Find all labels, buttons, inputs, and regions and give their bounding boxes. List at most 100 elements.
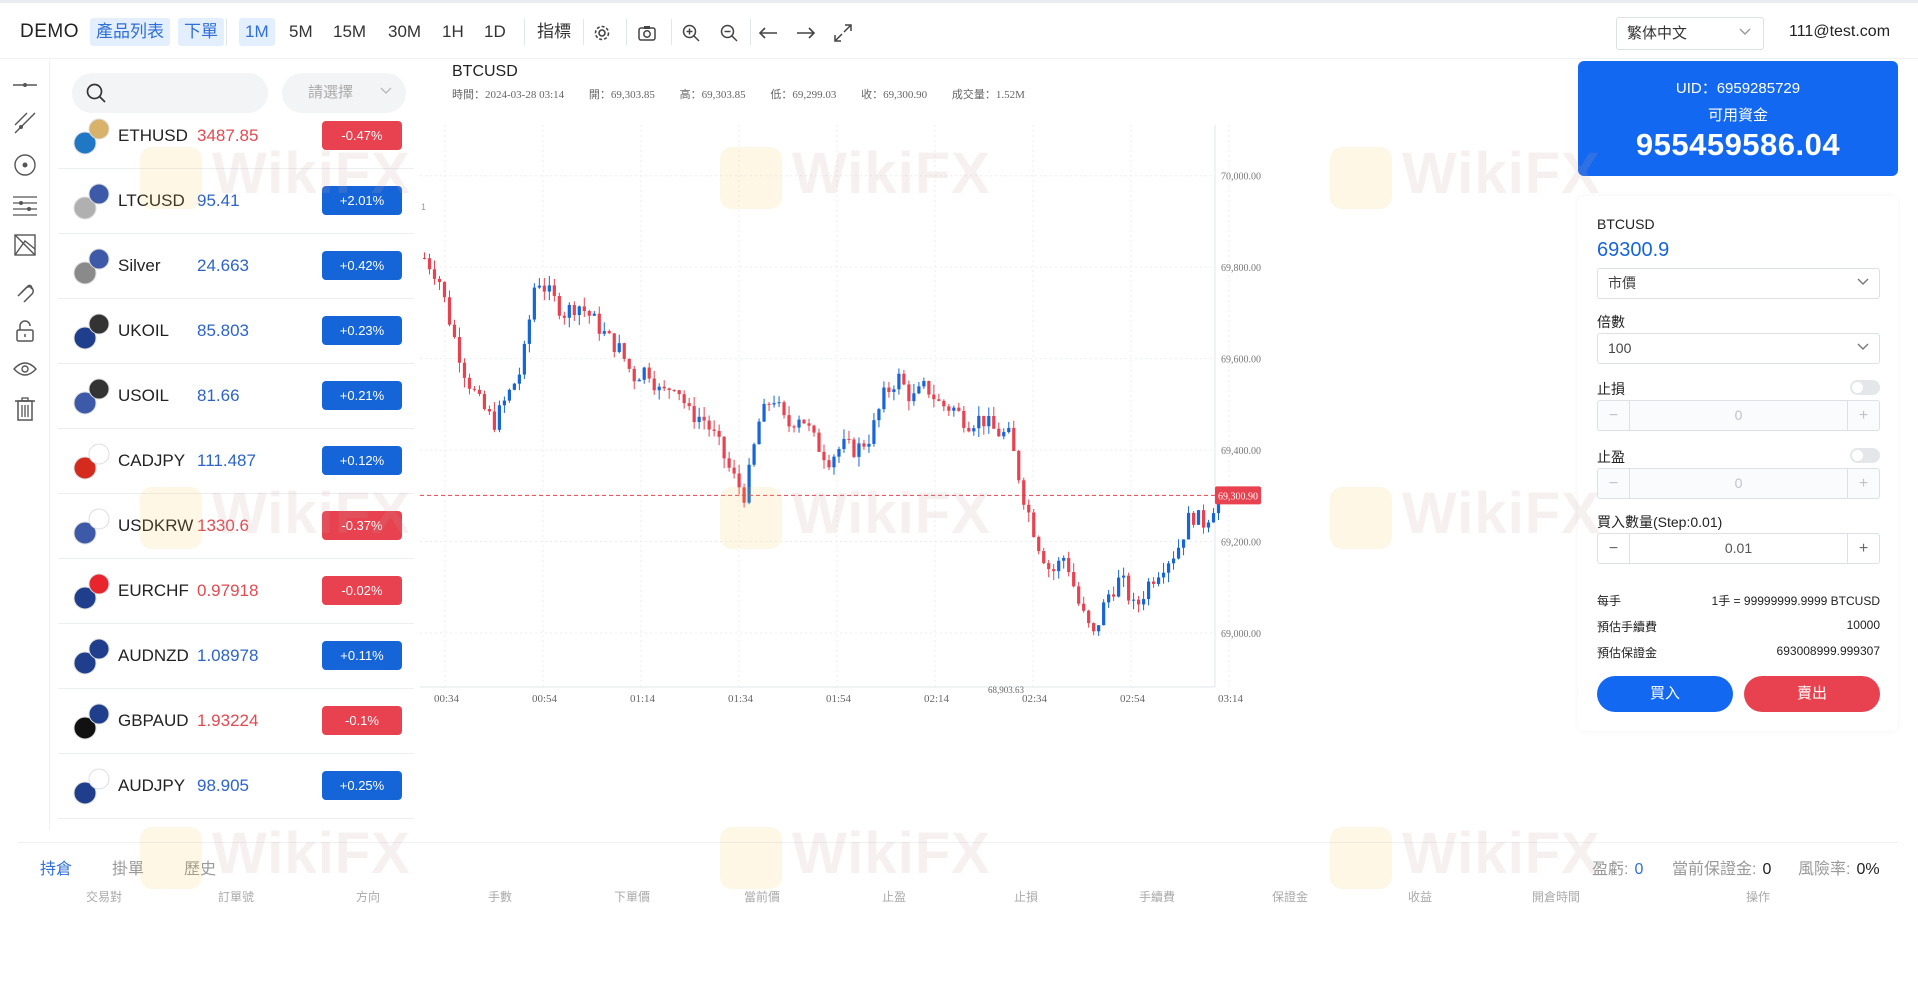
candle-body <box>542 285 546 292</box>
pattern-icon[interactable] <box>12 232 38 258</box>
col-open-time: 開倉時間 <box>1532 890 1581 904</box>
timeframe-15m[interactable]: 15M <box>333 22 367 41</box>
search-input[interactable] <box>116 73 256 113</box>
candle-body <box>497 405 502 430</box>
change-badge[interactable]: -0.37% <box>322 511 402 540</box>
product-row[interactable] <box>58 819 414 830</box>
x-axis-label: 03:14 <box>1218 693 1244 705</box>
tab-history[interactable]: 歷史 <box>184 861 217 878</box>
stop-loss-value[interactable]: 0 <box>1734 407 1743 423</box>
change-badge[interactable]: -0.47% <box>322 121 402 150</box>
stop-loss-minus[interactable]: − <box>1598 401 1630 430</box>
category-select[interactable]: 請選擇 <box>282 73 406 113</box>
product-row[interactable]: EURCHF 0.97918 -0.02% <box>58 559 414 624</box>
lock-icon[interactable] <box>12 318 38 344</box>
camera-icon[interactable] <box>636 22 658 44</box>
search-box[interactable] <box>72 73 268 113</box>
take-profit-stepper[interactable]: − 0 + <box>1597 468 1880 499</box>
stop-loss-stepper[interactable]: − 0 + <box>1597 400 1880 431</box>
trend-line-icon[interactable] <box>12 110 38 136</box>
timeframe-1d[interactable]: 1D <box>484 22 506 41</box>
take-profit-plus[interactable]: + <box>1847 469 1879 498</box>
product-symbol: EURCHF <box>118 581 189 600</box>
candle-body <box>812 425 816 433</box>
col-current-price: 當前價 <box>744 890 781 904</box>
candle-body <box>962 410 966 428</box>
quantity-minus[interactable]: − <box>1598 534 1630 563</box>
change-badge[interactable]: +0.42% <box>322 251 402 280</box>
change-badge[interactable]: +0.12% <box>322 446 402 475</box>
candle-body <box>1037 536 1041 552</box>
stop-loss-plus[interactable]: + <box>1847 401 1879 430</box>
change-badge[interactable]: +2.01% <box>322 186 402 215</box>
product-row[interactable]: AUDNZD 1.08978 +0.11% <box>58 624 414 689</box>
product-row[interactable]: CADJPY 111.487 +0.12% <box>58 429 414 494</box>
change-badge[interactable]: +0.25% <box>322 771 402 800</box>
product-price: 95.41 <box>197 191 240 210</box>
language-select[interactable]: 繁体中文 <box>1616 17 1764 50</box>
order-type-select[interactable]: 市價 <box>1597 268 1880 299</box>
arrow-left-icon[interactable] <box>757 22 779 44</box>
zoom-out-icon[interactable] <box>718 22 740 44</box>
magnet-icon[interactable] <box>12 280 38 306</box>
x-axis-label: 02:34 <box>1022 693 1048 705</box>
candle-body <box>947 406 951 411</box>
eye-icon[interactable] <box>12 356 38 382</box>
quantity-value[interactable]: 0.01 <box>1724 540 1753 556</box>
arrow-right-icon[interactable] <box>795 22 817 44</box>
col-pair: 交易對 <box>86 890 123 904</box>
quantity-stepper[interactable]: − 0.01 + <box>1597 533 1880 564</box>
user-email[interactable]: 111@test.com <box>1789 23 1891 40</box>
timeframe-1h[interactable]: 1H <box>442 22 464 41</box>
leverage-select[interactable]: 100 <box>1597 333 1880 364</box>
take-profit-value[interactable]: 0 <box>1734 475 1743 491</box>
change-badge[interactable]: -0.02% <box>322 576 402 605</box>
gear-icon[interactable] <box>591 22 613 44</box>
candle-body <box>552 285 556 296</box>
fib-lines-icon[interactable] <box>12 192 38 218</box>
timeframe-5m[interactable]: 5M <box>289 22 313 41</box>
zoom-in-icon[interactable] <box>680 22 702 44</box>
product-row[interactable]: Silver 24.663 +0.42% <box>58 234 414 299</box>
buy-button[interactable]: 買入 <box>1597 676 1733 712</box>
order-menu-button[interactable]: 下單 <box>178 18 224 46</box>
candle-body <box>1092 623 1096 632</box>
candle-body <box>612 333 616 352</box>
product-row[interactable]: ETHUSD 3487.85 -0.47% <box>58 104 414 169</box>
candle-body <box>732 467 736 474</box>
product-row[interactable]: USDKRW 1330.6 -0.37% <box>58 494 414 559</box>
timeframe-1m[interactable]: 1M <box>239 18 275 46</box>
stop-loss-toggle[interactable] <box>1850 380 1880 395</box>
take-profit-minus[interactable]: − <box>1598 469 1630 498</box>
change-badge[interactable]: +0.23% <box>322 316 402 345</box>
indicators-button[interactable]: 指標 <box>537 22 571 41</box>
product-row[interactable]: USOIL 81.66 +0.21% <box>58 364 414 429</box>
horizontal-line-icon[interactable] <box>12 72 38 98</box>
candle-body <box>1132 599 1136 601</box>
order-type-value: 市價 <box>1608 275 1636 291</box>
change-badge[interactable]: -0.1% <box>322 706 402 735</box>
change-badge[interactable]: +0.11% <box>322 641 402 670</box>
candle-body <box>1201 510 1206 528</box>
change-badge[interactable]: +0.21% <box>322 381 402 410</box>
product-row[interactable]: UKOIL 85.803 +0.23% <box>58 299 414 364</box>
tab-pending[interactable]: 掛單 <box>112 861 145 878</box>
products-menu-button[interactable]: 產品列表 <box>90 18 170 46</box>
product-row[interactable]: AUDJPY 98.905 +0.25% <box>58 754 414 819</box>
take-profit-toggle[interactable] <box>1850 448 1880 463</box>
tab-positions[interactable]: 持倉 <box>40 861 73 878</box>
timeframe-30m[interactable]: 30M <box>388 22 422 41</box>
price-chart[interactable]: 70,000.00 69,800.00 69,600.00 69,400.00 69,2… <box>420 60 1560 830</box>
quantity-plus[interactable]: + <box>1847 534 1879 563</box>
risk-label: 風險率: <box>1798 861 1851 878</box>
y-axis-label: 69,600.00 <box>1221 355 1261 366</box>
candlestick-chart[interactable]: 70,000.00 69,800.00 69,600.00 69,400.00 69,2… <box>420 60 1560 830</box>
circle-target-icon[interactable] <box>12 152 38 178</box>
candle-body <box>707 420 711 430</box>
fullscreen-icon[interactable] <box>832 22 854 44</box>
sell-button[interactable]: 賣出 <box>1744 676 1880 712</box>
product-row[interactable]: LTCUSD 95.41 +2.01% <box>58 169 414 234</box>
candle-body <box>522 343 526 375</box>
product-row[interactable]: GBPAUD 1.93224 -0.1% <box>58 689 414 754</box>
trash-icon[interactable] <box>12 396 38 422</box>
